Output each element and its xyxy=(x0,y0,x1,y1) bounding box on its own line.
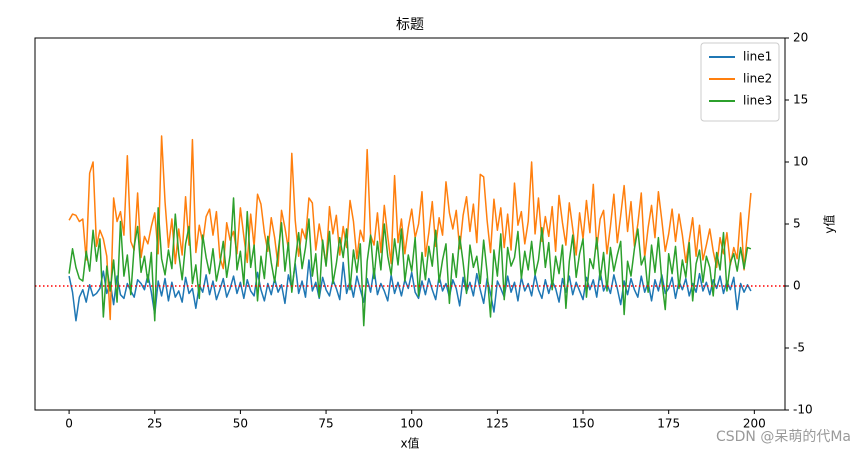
plot-frame xyxy=(34,37,786,411)
legend-label: line2 xyxy=(743,72,772,86)
x-axis-label: x值 xyxy=(400,436,419,451)
x-tick-label: 100 xyxy=(400,417,423,431)
y-tick-label: -5 xyxy=(793,341,805,355)
x-tick-label: 200 xyxy=(743,417,766,431)
series-line xyxy=(68,135,752,321)
y-tick-label: 0 xyxy=(793,279,801,293)
y-tick-label: 5 xyxy=(793,217,801,231)
y-tick-label: 20 xyxy=(793,31,808,45)
series-line xyxy=(68,197,752,327)
y-axis-label: y值 xyxy=(822,214,837,233)
y-tick-label: -10 xyxy=(793,403,813,417)
x-tick-label: 175 xyxy=(657,417,680,431)
x-tick-label: 125 xyxy=(486,417,509,431)
legend-label: line3 xyxy=(743,94,772,108)
x-tick-label: 50 xyxy=(233,417,248,431)
chart-title: 标题 xyxy=(396,17,424,33)
y-tick-label: 15 xyxy=(793,93,808,107)
x-tick-label: 75 xyxy=(318,417,333,431)
series-line xyxy=(68,259,752,322)
x-tick-label: 25 xyxy=(147,417,162,431)
watermark: CSDN @呆萌的代Ma xyxy=(716,429,851,445)
y-tick-label: 10 xyxy=(793,155,808,169)
x-tick-label: 150 xyxy=(572,417,595,431)
x-tick-label: 0 xyxy=(65,417,73,431)
legend-label: line1 xyxy=(743,50,772,64)
